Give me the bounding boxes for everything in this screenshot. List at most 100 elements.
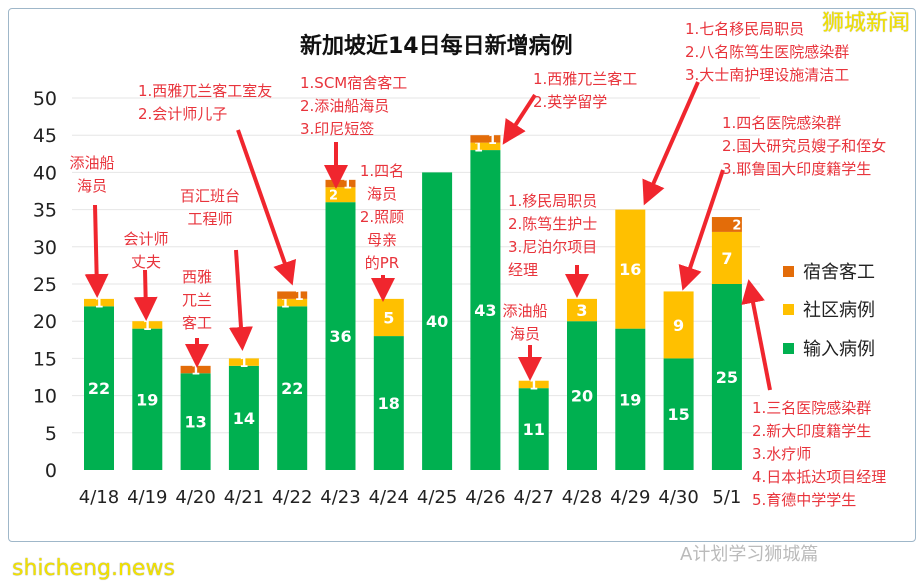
bar-segment <box>567 321 597 470</box>
bar-segment <box>711 217 742 232</box>
bar-segment <box>325 202 356 470</box>
watermark-wechat: A计划学习狮城篇 <box>680 544 819 565</box>
x-tick-label: 4/21 <box>224 487 264 508</box>
annotation: 1.七名移民局职员 2.八名陈笃生医院感染群 3.大士南护理设施清洁工 <box>685 18 849 87</box>
bar-segment <box>228 358 259 366</box>
annotation-arrow <box>133 269 158 321</box>
bar-segment <box>615 209 646 329</box>
data-label: 36 <box>329 327 351 346</box>
annotation-line: 5.育德中学学生 <box>752 491 857 509</box>
bar-segment <box>663 291 694 359</box>
data-label: 1 <box>529 378 538 393</box>
bar-segment <box>373 336 404 470</box>
annotation-line: 百汇班台 <box>179 187 241 205</box>
data-label: 1 <box>281 297 290 312</box>
bar-segment <box>277 291 308 299</box>
x-tick-label: 5/1 <box>712 487 741 508</box>
data-label: 1 <box>488 133 497 148</box>
legend-swatch <box>783 342 794 354</box>
data-label: 22 <box>88 379 110 398</box>
data-label: 2 <box>329 189 338 204</box>
x-tick-label: 4/29 <box>610 487 650 508</box>
bar-segment <box>422 172 453 470</box>
x-tick-label: 4/27 <box>513 487 553 508</box>
data-label: 1 <box>239 356 248 371</box>
x-tick-label: 4/26 <box>465 487 505 508</box>
bar-segment <box>132 328 163 470</box>
annotation: 百汇班台 工程师 <box>180 185 240 231</box>
annotation-line: 添油船 <box>502 302 548 320</box>
x-tick-label: 4/22 <box>272 487 312 508</box>
annotation-line: 母亲 <box>366 231 397 249</box>
bar-segment <box>470 135 501 143</box>
data-label: 22 <box>281 379 303 398</box>
data-label: 14 <box>233 409 255 428</box>
annotation-line: 2.照顾 <box>359 208 405 226</box>
annotation-line: 2.陈笃生护士 <box>508 215 598 233</box>
annotation-line: 1.SCM宿舍客工 <box>300 74 408 92</box>
annotation-line: 兀兰 <box>181 291 213 309</box>
annotation-line: 海员 <box>76 177 108 195</box>
bar-segment <box>84 306 114 470</box>
data-label: 1 <box>143 319 152 334</box>
data-label: 7 <box>721 249 732 268</box>
x-tick-label: 4/30 <box>658 487 698 508</box>
data-label: 43 <box>474 301 496 320</box>
annotation: 1.四名医院感染群 2.国大研究员嫂子和侄女 3.耶鲁国大印度籍学生 <box>722 112 886 181</box>
annotation-arrow <box>642 81 700 206</box>
data-label: 25 <box>716 368 738 387</box>
data-label: 40 <box>426 312 448 331</box>
y-tick-label: 10 <box>33 386 57 408</box>
annotation-line: 2.国大研究员嫂子和侄女 <box>722 137 887 155</box>
legend-community: 社区病例 <box>783 296 875 322</box>
annotation-line: 3.印尼短签 <box>300 120 375 138</box>
data-label: 19 <box>619 390 641 409</box>
data-label: 18 <box>378 394 400 413</box>
annotation: 1.西雅兀兰客工 2.英学留学 <box>533 68 637 114</box>
data-label: 1 <box>343 178 352 193</box>
data-label: 9 <box>673 316 684 335</box>
annotation-line: 3.水疗师 <box>752 445 812 463</box>
annotation-arrow <box>502 93 537 145</box>
annotation: 会计师 丈夫 <box>123 228 168 274</box>
y-tick-label: 50 <box>33 88 57 110</box>
x-tick-label: 4/23 <box>320 487 360 508</box>
x-tick-label: 4/25 <box>417 487 457 508</box>
y-tick-label: 0 <box>45 460 57 482</box>
annotation-line: 2.八名陈笃生医院感染群 <box>685 43 850 61</box>
annotation-line: 3.大士南护理设施清洁工 <box>685 66 850 84</box>
y-tick-label: 5 <box>45 423 57 445</box>
annotation-line: 西雅 <box>181 268 213 286</box>
bar-segment <box>180 373 211 470</box>
annotation-line: 2.新大印度籍学生 <box>752 422 872 440</box>
bar-segment <box>228 365 259 470</box>
data-label: 15 <box>667 405 689 424</box>
y-tick-label: 15 <box>33 348 57 370</box>
data-label: 13 <box>184 413 206 432</box>
annotation: 1.SCM宿舍客工 2.添油船海员 3.印尼短签 <box>300 72 407 141</box>
annotation-arrow <box>741 279 772 391</box>
annotation-line: 2.会计师儿子 <box>138 105 228 123</box>
bar-segment <box>277 298 308 307</box>
bar-segment <box>615 328 646 470</box>
annotation-line: 海员 <box>509 325 541 343</box>
data-label: 3 <box>576 301 587 320</box>
bar-segment <box>373 298 404 337</box>
x-tick-label: 4/20 <box>175 487 215 508</box>
data-label: 5 <box>383 308 394 327</box>
bar-segment <box>518 388 549 470</box>
bar-segment <box>180 365 211 374</box>
annotation-line: 4.日本抵达项目经理 <box>752 468 887 486</box>
annotation-line: 1.移民局职员 <box>508 192 598 210</box>
y-tick-label: 20 <box>33 311 57 333</box>
annotation-line: 海员 <box>366 185 397 203</box>
x-tick-label: 4/24 <box>369 487 409 508</box>
bar-segment <box>711 231 742 284</box>
annotation: 添油船 海员 <box>502 300 547 346</box>
x-tick-label: 4/28 <box>562 487 602 508</box>
annotation-line: 1.西雅兀兰客工室友 <box>138 82 273 100</box>
y-tick-label: 30 <box>33 237 57 259</box>
data-label: 19 <box>136 390 158 409</box>
annotation: 添油船 海员 <box>69 152 114 198</box>
